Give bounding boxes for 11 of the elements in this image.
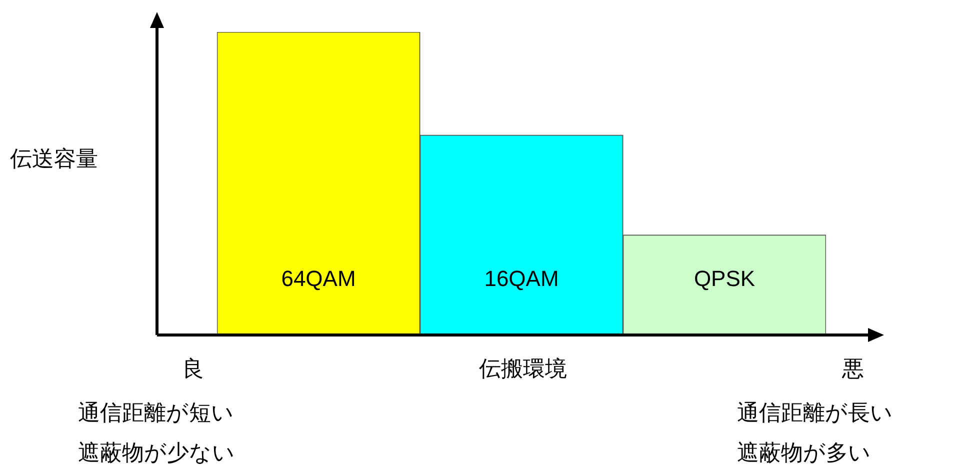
text: 悪 bbox=[841, 356, 864, 382]
y-axis-title: 伝送容量 bbox=[10, 146, 98, 172]
x-tick-label: 16QAM bbox=[484, 266, 559, 292]
text: 良 bbox=[182, 356, 204, 382]
x-tick-label: QPSK bbox=[694, 266, 756, 292]
x-tick-label: 64QAM bbox=[281, 266, 356, 292]
text: 通信距離が短い bbox=[78, 400, 234, 426]
text: 遮蔽物が多い bbox=[737, 440, 871, 466]
text: 遮蔽物が少ない bbox=[78, 440, 235, 466]
text: 通信距離が長い bbox=[737, 400, 893, 426]
x-axis-title: 伝搬環境 bbox=[479, 356, 567, 382]
